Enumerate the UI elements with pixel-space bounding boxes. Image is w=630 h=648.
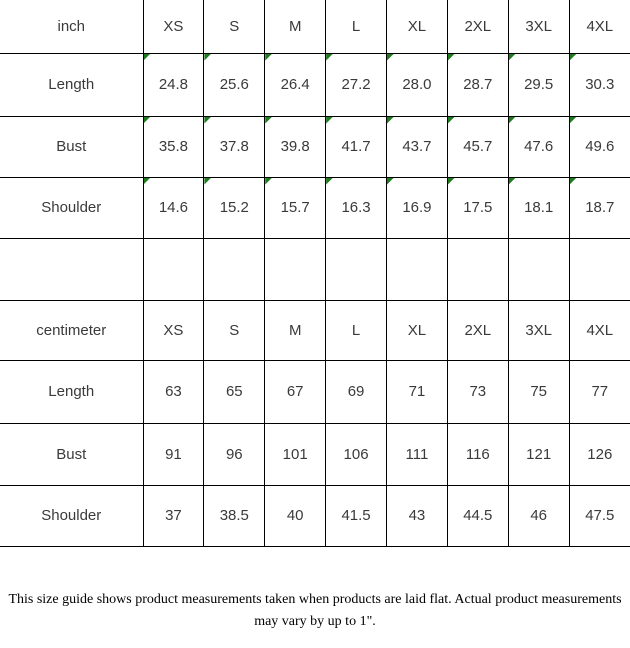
shoulder-cm-value: 47.5 — [569, 485, 630, 547]
length-inch-value: 28.0 — [386, 53, 448, 117]
size-header-2xl: 2XL — [447, 0, 509, 54]
length-cm-value: 71 — [386, 360, 448, 424]
size-guide-note: This size guide shows product measuremen… — [8, 591, 622, 629]
length-inch-value: 24.8 — [143, 53, 205, 117]
size-guide-table: inch XS S M L XL 2XL 3XL 4XL Length 24.8… — [0, 0, 630, 547]
shoulder-inch-value: 15.2 — [203, 177, 266, 239]
shoulder-inch-value: 18.1 — [508, 177, 570, 239]
bust-cm-value: 101 — [264, 423, 327, 486]
shoulder-inch-value: 14.6 — [143, 177, 205, 239]
size-header-l: L — [325, 0, 387, 54]
bust-cm-value: 106 — [325, 423, 387, 486]
bust-cm-value: 126 — [569, 423, 630, 486]
unit-label-centimeter: centimeter — [0, 300, 144, 361]
unit-header-row-inch: inch XS S M L XL 2XL 3XL 4XL — [0, 0, 630, 54]
measure-row-shoulder-cm: Shoulder 37 38.5 40 41.5 43 44.5 46 47.5 — [0, 485, 630, 547]
length-cm-value: 73 — [447, 360, 509, 424]
length-cm-value: 65 — [203, 360, 266, 424]
bust-cm-value: 96 — [203, 423, 266, 486]
size-header-4xl: 4XL — [569, 0, 630, 54]
length-inch-value: 27.2 — [325, 53, 387, 117]
spacer-cell — [508, 238, 570, 301]
shoulder-cm-value: 38.5 — [203, 485, 266, 547]
spacer-cell — [0, 238, 144, 301]
shoulder-cm-value: 43 — [386, 485, 448, 547]
bust-inch-value: 49.6 — [569, 116, 630, 178]
unit-header-row-centimeter: centimeter XS S M L XL 2XL 3XL 4XL — [0, 300, 630, 361]
size-header-4xl: 4XL — [569, 300, 630, 361]
row-label-bust-cm: Bust — [0, 423, 144, 486]
row-label-shoulder-inch: Shoulder — [0, 177, 144, 239]
shoulder-inch-value: 18.7 — [569, 177, 630, 239]
spacer-cell — [569, 238, 630, 301]
size-header-xl: XL — [386, 300, 448, 361]
bust-inch-value: 45.7 — [447, 116, 509, 178]
length-inch-value: 25.6 — [203, 53, 266, 117]
spacer-row — [0, 238, 630, 301]
size-header-3xl: 3XL — [508, 0, 570, 54]
length-inch-value: 30.3 — [569, 53, 630, 117]
size-header-m: M — [264, 300, 327, 361]
bust-cm-value: 116 — [447, 423, 509, 486]
measure-row-bust-cm: Bust 91 96 101 106 111 116 121 126 — [0, 423, 630, 486]
bust-cm-value: 121 — [508, 423, 570, 486]
spacer-cell — [386, 238, 448, 301]
size-header-l: L — [325, 300, 387, 361]
length-cm-value: 77 — [569, 360, 630, 424]
spacer-cell — [447, 238, 509, 301]
length-cm-value: 75 — [508, 360, 570, 424]
row-label-length-cm: Length — [0, 360, 144, 424]
length-cm-value: 67 — [264, 360, 327, 424]
row-label-bust-inch: Bust — [0, 116, 144, 178]
shoulder-inch-value: 15.7 — [264, 177, 327, 239]
shoulder-inch-value: 16.9 — [386, 177, 448, 239]
spacer-cell — [143, 238, 205, 301]
shoulder-inch-value: 16.3 — [325, 177, 387, 239]
shoulder-cm-value: 46 — [508, 485, 570, 547]
shoulder-cm-value: 41.5 — [325, 485, 387, 547]
bust-inch-value: 37.8 — [203, 116, 266, 178]
bust-inch-value: 41.7 — [325, 116, 387, 178]
length-cm-value: 63 — [143, 360, 205, 424]
measure-row-bust-inch: Bust 35.8 37.8 39.8 41.7 43.7 45.7 47.6 … — [0, 116, 630, 178]
row-label-length-inch: Length — [0, 53, 144, 117]
size-header-s: S — [203, 0, 266, 54]
bust-inch-value: 35.8 — [143, 116, 205, 178]
shoulder-cm-value: 44.5 — [447, 485, 509, 547]
size-header-m: M — [264, 0, 327, 54]
size-header-xs: XS — [143, 0, 205, 54]
measure-row-length-cm: Length 63 65 67 69 71 73 75 77 — [0, 360, 630, 424]
unit-label-inch: inch — [0, 0, 144, 54]
bust-inch-value: 39.8 — [264, 116, 327, 178]
shoulder-cm-value: 40 — [264, 485, 327, 547]
bust-inch-value: 47.6 — [508, 116, 570, 178]
measure-row-length-inch: Length 24.8 25.6 26.4 27.2 28.0 28.7 29.… — [0, 53, 630, 117]
spacer-cell — [325, 238, 387, 301]
spacer-cell — [264, 238, 327, 301]
size-header-xl: XL — [386, 0, 448, 54]
shoulder-cm-value: 37 — [143, 485, 205, 547]
size-header-s: S — [203, 300, 266, 361]
length-inch-value: 28.7 — [447, 53, 509, 117]
size-header-3xl: 3XL — [508, 300, 570, 361]
bust-cm-value: 111 — [386, 423, 448, 486]
bust-cm-value: 91 — [143, 423, 205, 486]
bust-inch-value: 43.7 — [386, 116, 448, 178]
length-inch-value: 29.5 — [508, 53, 570, 117]
measure-row-shoulder-inch: Shoulder 14.6 15.2 15.7 16.3 16.9 17.5 1… — [0, 177, 630, 239]
shoulder-inch-value: 17.5 — [447, 177, 509, 239]
size-header-xs: XS — [143, 300, 205, 361]
length-cm-value: 69 — [325, 360, 387, 424]
length-inch-value: 26.4 — [264, 53, 327, 117]
size-header-2xl: 2XL — [447, 300, 509, 361]
row-label-shoulder-cm: Shoulder — [0, 485, 144, 547]
spacer-cell — [203, 238, 266, 301]
